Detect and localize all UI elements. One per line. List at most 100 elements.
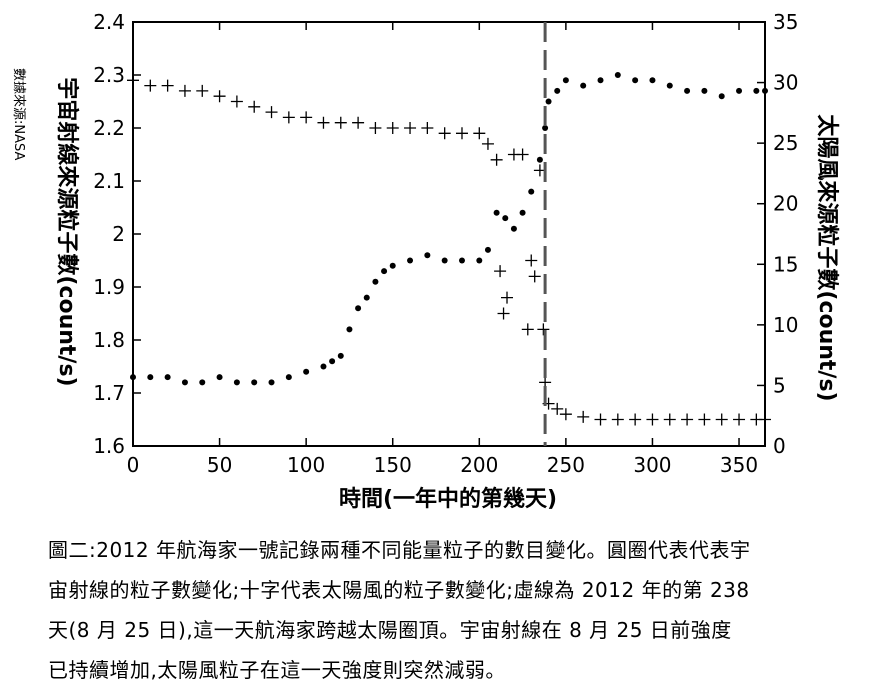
right-tick-label: 5 bbox=[773, 373, 786, 397]
cosmic-ray-point bbox=[701, 87, 708, 94]
left-tick-label: 1.7 bbox=[93, 381, 125, 405]
cosmic-ray-point bbox=[181, 379, 188, 386]
solar-wind-point bbox=[334, 116, 347, 129]
cosmic-ray-point bbox=[562, 77, 569, 84]
cosmic-ray-point bbox=[718, 93, 725, 100]
cosmic-ray-point bbox=[381, 268, 388, 275]
cosmic-ray-point bbox=[545, 98, 552, 105]
cosmic-ray-point bbox=[736, 87, 743, 94]
right-axis-ticks: 0 5 10 15 20 25 30 35 bbox=[757, 10, 798, 458]
cosmic-ray-series bbox=[130, 72, 768, 386]
solar-wind-point bbox=[681, 413, 694, 426]
cosmic-ray-point bbox=[199, 379, 206, 386]
x-tick-label: 50 bbox=[207, 453, 232, 477]
cosmic-ray-point bbox=[424, 252, 431, 259]
cosmic-ray-point bbox=[458, 257, 465, 264]
cosmic-ray-point bbox=[493, 209, 500, 216]
cosmic-ray-point bbox=[476, 257, 483, 264]
right-tick-label: 25 bbox=[773, 131, 798, 155]
solar-wind-point bbox=[386, 122, 399, 134]
solar-wind-point bbox=[127, 74, 139, 87]
solar-wind-point bbox=[537, 323, 550, 336]
solar-wind-point bbox=[501, 291, 514, 304]
left-tick-label: 1.6 bbox=[93, 434, 125, 458]
solar-wind-point bbox=[144, 79, 157, 92]
caption-line-1: 圖二:2012 年航海家一號記錄兩種不同能量粒子的數目變化。圓圈代表代表宇 bbox=[48, 538, 751, 562]
right-tick-label: 30 bbox=[773, 71, 798, 95]
source-note: 數據來源:NASA bbox=[11, 68, 26, 160]
cosmic-ray-point bbox=[528, 188, 535, 195]
solar-wind-point bbox=[521, 323, 534, 336]
solar-wind-point bbox=[352, 116, 365, 129]
right-tick-label: 10 bbox=[773, 313, 798, 337]
left-tick-label: 2.2 bbox=[93, 116, 125, 140]
right-tick-label: 15 bbox=[773, 252, 798, 276]
cosmic-ray-point bbox=[441, 257, 448, 264]
solar-wind-point bbox=[421, 122, 434, 134]
particle-count-chart: 0 50 100 150 200 250 300 350 1.61.71.81.922.12.… bbox=[11, 10, 840, 512]
cosmic-ray-point bbox=[597, 77, 604, 84]
x-axis-title: 時間(一年中的第幾天) bbox=[339, 486, 557, 512]
cosmic-ray-point bbox=[649, 77, 656, 84]
left-tick-label: 1.8 bbox=[93, 328, 125, 352]
cosmic-ray-point bbox=[389, 262, 396, 269]
solar-wind-point bbox=[248, 100, 261, 113]
right-tick-label: 20 bbox=[773, 192, 798, 216]
left-axis-title: 宇宙射線來源粒子數(count/s) bbox=[54, 77, 80, 386]
caption-line-2: 宙射線的粒子數變化;十字代表太陽風的粒子數變化;虛線為 2012 年的第 238 bbox=[48, 578, 750, 602]
right-tick-label: 0 bbox=[773, 434, 786, 458]
figure-caption: 圖二:2012 年航海家一號記錄兩種不同能量粒子的數目變化。圓圈代表代表宇 宙射… bbox=[48, 530, 888, 690]
cosmic-ray-point bbox=[251, 379, 258, 386]
cosmic-ray-point bbox=[164, 374, 171, 381]
solar-wind-point bbox=[594, 413, 607, 426]
solar-wind-point bbox=[733, 413, 746, 426]
solar-wind-point bbox=[404, 122, 417, 134]
solar-wind-series bbox=[127, 74, 771, 426]
cosmic-ray-point bbox=[337, 352, 344, 359]
solar-wind-point bbox=[300, 111, 313, 124]
solar-wind-point bbox=[516, 148, 529, 161]
cosmic-ray-point bbox=[216, 374, 223, 381]
solar-wind-point bbox=[759, 413, 771, 426]
left-axis-ticks: 1.6 1.7 1.8 1.9 2 2.1 2.2 2.3 2.4 bbox=[93, 10, 141, 458]
right-tick-label: 35 bbox=[773, 10, 798, 34]
cosmic-ray-point bbox=[355, 305, 362, 312]
cosmic-ray-point bbox=[130, 374, 136, 381]
solar-wind-point bbox=[551, 402, 564, 415]
cosmic-ray-point bbox=[329, 358, 336, 365]
x-axis-ticks: 0 50 100 150 200 250 300 350 bbox=[127, 22, 758, 477]
x-tick-label: 200 bbox=[460, 453, 498, 477]
cosmic-ray-point bbox=[285, 374, 292, 381]
left-tick-label: 2.4 bbox=[93, 10, 125, 34]
solar-wind-point bbox=[698, 413, 711, 426]
cosmic-ray-point bbox=[580, 82, 587, 89]
cosmic-ray-point bbox=[632, 77, 639, 84]
cosmic-ray-point bbox=[303, 368, 310, 375]
cosmic-ray-point bbox=[363, 294, 370, 301]
x-tick-label: 100 bbox=[287, 453, 325, 477]
solar-wind-point bbox=[715, 413, 728, 426]
cosmic-ray-point bbox=[684, 87, 691, 94]
solar-wind-point bbox=[646, 413, 659, 426]
cosmic-ray-point bbox=[407, 257, 414, 264]
left-tick-label: 1.9 bbox=[93, 275, 125, 299]
cosmic-ray-point bbox=[147, 374, 154, 381]
solar-wind-point bbox=[161, 79, 174, 92]
solar-wind-point bbox=[528, 270, 541, 283]
cosmic-ray-point bbox=[346, 326, 353, 333]
right-axis-title: 太陽風來源粒子數(count/s) bbox=[814, 114, 840, 401]
solar-wind-point bbox=[473, 127, 486, 140]
solar-wind-point bbox=[525, 254, 538, 267]
cosmic-ray-point bbox=[484, 246, 491, 253]
solar-wind-point bbox=[481, 137, 494, 150]
cosmic-ray-point bbox=[614, 72, 621, 78]
left-tick-label: 2.3 bbox=[93, 63, 125, 87]
caption-line-3: 天(8 月 25 日),這一天航海家跨越太陽圈頂。宇宙射線在 8 月 25 日前… bbox=[48, 618, 732, 642]
cosmic-ray-point bbox=[536, 156, 543, 163]
solar-wind-point bbox=[559, 408, 572, 421]
solar-wind-point bbox=[213, 90, 226, 103]
x-tick-label: 150 bbox=[374, 453, 412, 477]
cosmic-ray-point bbox=[666, 82, 673, 89]
cosmic-ray-point bbox=[762, 87, 768, 94]
left-tick-label: 2.1 bbox=[93, 169, 125, 193]
